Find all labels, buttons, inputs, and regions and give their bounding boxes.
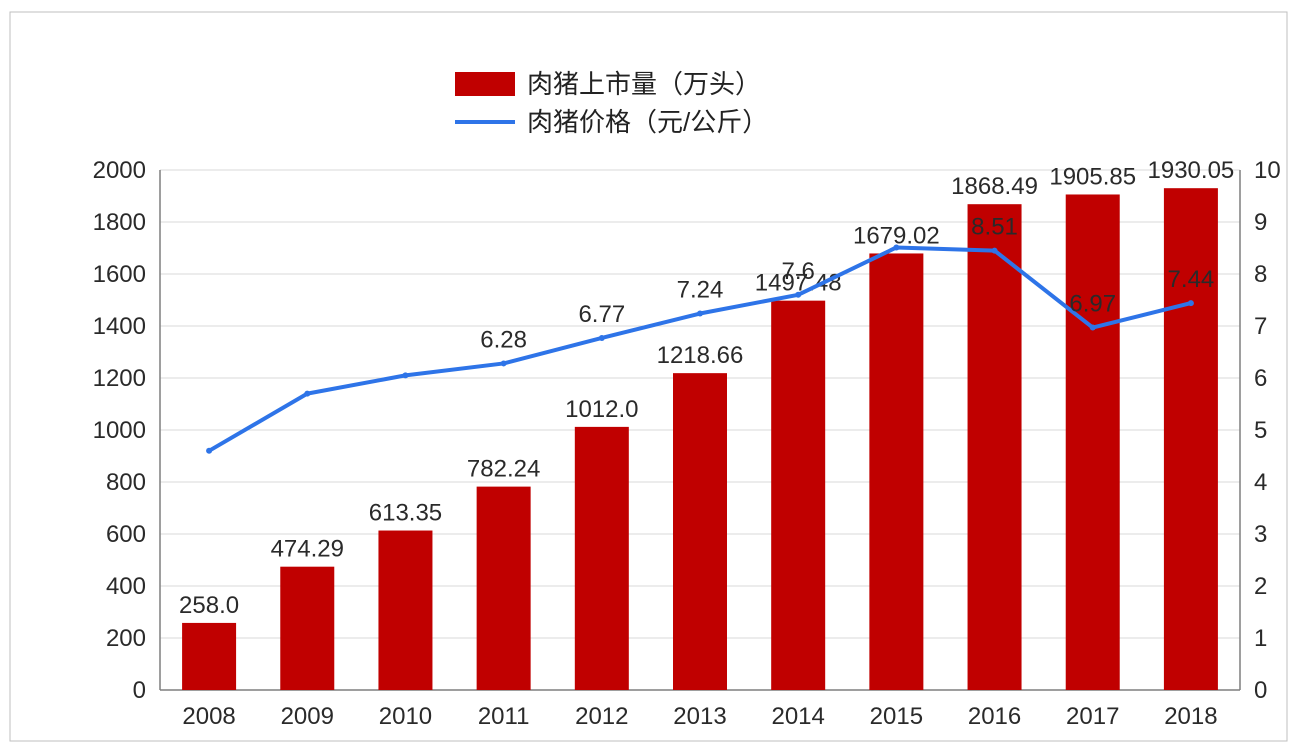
price-point [893,244,900,251]
left-tick-label: 1000 [93,417,146,444]
price-point [697,310,703,317]
x-tick-label: 2016 [968,703,1021,730]
left-tick-label: 0 [133,677,146,704]
bar-data-label: 474.29 [271,536,344,563]
right-tick-label: 3 [1254,521,1267,548]
bar [378,530,433,690]
price-point [206,447,213,454]
left-tick-label: 400 [106,573,146,600]
bar-data-label: 782.24 [467,456,540,483]
price-point [795,291,802,298]
bar [771,300,826,690]
right-tick-label: 10 [1254,157,1281,184]
x-tick-label: 2014 [771,703,824,730]
x-tick-label: 2009 [281,703,334,730]
right-tick-label: 1 [1254,625,1267,652]
legend-bar-swatch [455,72,515,96]
price-point [991,247,998,254]
bar-data-label: 1905.85 [1049,163,1136,190]
right-tick-label: 6 [1254,365,1267,392]
left-tick-label: 1200 [93,365,146,392]
left-tick-label: 200 [106,625,146,652]
bar [476,486,531,690]
price-point [598,334,605,341]
left-tick-label: 1600 [93,261,146,288]
bar [869,253,924,690]
right-tick-label: 2 [1254,573,1267,600]
bar [1065,194,1120,690]
price-point [402,372,409,379]
chart-frame [9,11,1288,742]
bar-data-label: 613.35 [369,500,442,527]
left-tick-label: 1400 [93,313,146,340]
x-tick-label: 2011 [478,703,530,730]
right-tick-label: 4 [1254,469,1267,496]
x-tick-label: 2012 [575,703,628,730]
bar-data-label: 1868.49 [951,173,1038,200]
x-tick-label: 2015 [870,703,923,730]
x-tick-label: 2013 [673,703,726,730]
bar [280,566,335,690]
right-tick-label: 0 [1254,677,1267,704]
x-tick-label: 2010 [379,703,432,730]
bar-data-label: 1930.05 [1148,157,1235,184]
right-tick-label: 9 [1254,209,1267,236]
price-data-label: 6.28 [480,326,527,353]
legend-bar-label: 肉猪上市量（万头） [527,69,761,99]
right-tick-label: 7 [1254,313,1267,340]
x-tick-label: 2018 [1164,703,1217,730]
x-tick-label: 2008 [182,703,235,730]
right-tick-label: 5 [1254,417,1267,444]
left-tick-label: 1800 [93,209,146,236]
left-tick-label: 600 [106,521,146,548]
legend-line-label: 肉猪价格（元/公斤） [527,107,768,137]
bar [574,426,629,690]
price-data-label: 8.51 [971,214,1018,241]
price-data-label: 7.24 [677,277,724,304]
bar [673,373,727,690]
bar [182,622,237,690]
price-data-label: 6.77 [578,301,625,328]
bar-data-label: 1218.66 [657,342,744,369]
price-data-label: 7.6 [781,258,814,285]
price-point [1089,324,1096,331]
left-tick-label: 800 [106,469,146,496]
price-point [304,390,311,397]
price-point [1187,300,1194,307]
price-data-label: 7.44 [1168,266,1215,293]
left-tick-label: 2000 [93,157,146,184]
bar [1163,188,1218,690]
bar-data-label: 258.0 [179,592,239,619]
price-point [500,360,507,367]
x-tick-label: 2017 [1066,703,1119,730]
bar-data-label: 1012.0 [565,396,638,423]
right-tick-label: 8 [1254,261,1267,288]
price-data-label: 6.97 [1069,291,1116,318]
bar [967,204,1022,690]
